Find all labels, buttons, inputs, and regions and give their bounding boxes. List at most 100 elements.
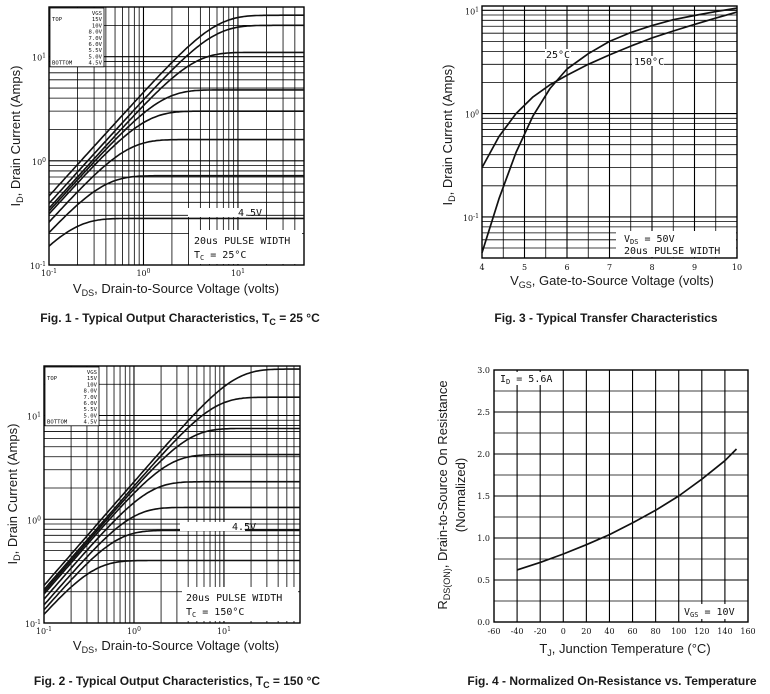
fig1-legend-entry: VGS — [92, 11, 102, 17]
fig2-y-tick-label: 10-1 — [25, 619, 41, 629]
fig4-y-tick-label: 0.0 — [477, 618, 490, 627]
fig4-x-tick-label: 80 — [651, 627, 661, 636]
fig2-legend-entry: 5.5V — [84, 407, 98, 413]
fig1-series-70v — [48, 89, 304, 212]
fig2-series-60v — [43, 480, 300, 600]
fig3-x-tick-label: 7 — [607, 263, 612, 272]
fig1-series-45v — [48, 217, 304, 247]
fig2-series-50v — [43, 529, 300, 611]
fig4: -60 -40 -20 0 20 40 60 80 100 120 140 160 0.0 0.5 1.0 1… — [435, 366, 757, 688]
fig1-curve-label-bg — [188, 208, 248, 217]
fig2-note-1: 20us PULSE WIDTH — [186, 593, 282, 604]
fig1-curve-label: 4.5V — [238, 208, 262, 219]
fig2-xlabel: VDS, Drain-to-Source Voltage (volts) — [73, 638, 279, 655]
fig1-legend-entry: 7.0V — [89, 36, 103, 42]
fig4-plot-area: -60 -40 -20 0 20 40 60 80 100 120 140 160 0.0 0.5 1.0 1… — [477, 366, 755, 636]
fig1-y-tick-label: 100 — [32, 157, 46, 167]
fig1-legend-entry: 4.5V — [89, 61, 103, 67]
fig3-note-2: 20us PULSE WIDTH — [624, 246, 720, 257]
fig4-x-tick-label: 120 — [694, 627, 709, 636]
fig3-label-150-bg — [632, 56, 664, 66]
fig2-legend-entry: 6.0V — [84, 401, 98, 407]
fig1-legend-entry: 5.0V — [89, 54, 103, 60]
fig1-x-tick-label: 100 — [136, 268, 150, 278]
fig2-legend-entry: VGS — [87, 370, 97, 376]
fig1-legend-tag: TOP — [52, 17, 63, 23]
fig1-series-50v — [48, 174, 304, 234]
fig2-ylabel: ID, Drain Current (Amps) — [5, 424, 22, 565]
fig3-caption: Fig. 3 - Typical Transfer Characteristic… — [494, 311, 718, 325]
fig1-note-1: 20us PULSE WIDTH — [194, 236, 290, 247]
fig3-series-label-25c: 25°C — [546, 50, 570, 61]
fig3-x-tick-label: 10 — [732, 263, 742, 272]
fig4-ylabel: RDS(ON), Drain-to-Source On Resistance — [435, 380, 452, 609]
fig1-caption: Fig. 1 - Typical Output Characteristics,… — [40, 311, 320, 327]
fig1-legend-entry: 8.0V — [89, 30, 103, 36]
fig2-x-tick-label: 100 — [127, 626, 141, 636]
fig1-legend-entry: 5.5V — [89, 48, 103, 54]
fig2-legend-entry: 7.0V — [84, 395, 98, 401]
fig4-x-tick-label: -20 — [534, 627, 547, 636]
fig1-series-15v — [48, 14, 304, 197]
fig3-x-tick-label: 4 — [479, 263, 484, 272]
fig4-x-tick-label: 40 — [604, 627, 614, 636]
fig4-x-tick-label: 20 — [581, 627, 591, 636]
fig1-note-2: TC = 25°C — [194, 250, 246, 262]
fig4-note-1: ID = 5.6A — [500, 374, 552, 386]
fig4-y-tick-label: 0.5 — [477, 576, 490, 585]
fig2-series-70v — [43, 453, 300, 595]
fig2-series-15v — [43, 368, 300, 587]
fig3-x-tick-label: 6 — [564, 263, 569, 272]
fig2-caption: Fig. 2 - Typical Output Characteristics,… — [34, 674, 320, 690]
fig1-legend-box — [49, 7, 105, 68]
fig1-legend-entry: 15V — [92, 17, 103, 23]
fig2: 10-1 100 101 10-1 100 101 VGS TOP 15V10V8.0V7.0… — [5, 365, 320, 690]
fig4-x-tick-label: 100 — [671, 627, 686, 636]
fig1-legend-entry: 10V — [92, 23, 103, 29]
fig2-series-55v — [43, 506, 300, 606]
fig2-legend-entry: 15V — [87, 376, 98, 382]
fig2-legend-box — [44, 366, 100, 427]
fig2-legend-entry: 10V — [87, 382, 98, 388]
fig4-y-tick-label: 1.0 — [477, 534, 490, 543]
fig1-y-tick-label: 101 — [32, 53, 46, 63]
fig3-x-tick-label: 5 — [522, 263, 527, 272]
fig4-x-tick-label: 60 — [627, 627, 637, 636]
fig1-y-tick-label: 10-1 — [30, 261, 46, 271]
fig1-x-tick-label: 101 — [231, 268, 245, 278]
fig4-y-tick-label: 2.0 — [477, 450, 490, 459]
fig2-plot-area: 10-1 100 101 10-1 100 101 VGS TOP 15V10V8.0V7.0… — [25, 365, 301, 636]
fig2-x-tick-label: 101 — [217, 626, 231, 636]
fig3-series-150c — [481, 11, 738, 169]
fig2-y-tick-label: 101 — [27, 412, 41, 422]
fig4-x-tick-label: -60 — [488, 627, 501, 636]
fig2-note-2: TC = 150°C — [186, 607, 244, 619]
fig3-plot-area: 4 5 6 7 8 9 10 10-1 100 101 VDS = 50V 20us PULSE … — [463, 5, 742, 272]
fig3: 4 5 6 7 8 9 10 10-1 100 101 VDS = 50V 20us PULSE … — [440, 5, 742, 325]
fig1-frame — [48, 6, 305, 266]
fig3-y-tick-label: 100 — [465, 110, 479, 120]
fig4-y-tick-label: 2.5 — [477, 408, 490, 417]
fig4-x-tick-label: 160 — [740, 627, 755, 636]
fig3-y-tick-label: 101 — [465, 6, 479, 16]
fig3-ylabel: ID, Drain Current (Amps) — [440, 65, 457, 206]
fig3-x-tick-label: 8 — [649, 263, 654, 272]
fig2-frame — [43, 365, 301, 624]
fig3-label-25-bg — [545, 49, 571, 59]
fig2-note-bg — [182, 587, 298, 621]
fig1-legend-entry: 6.0V — [89, 42, 103, 48]
fig3-xlabel: VGS, Gate-to-Source Voltage (volts) — [510, 273, 714, 290]
fig4-x-tick-label: 140 — [717, 627, 732, 636]
fig3-x-tick-label: 9 — [692, 263, 697, 272]
fig1-series-10v — [48, 24, 304, 204]
fig2-y-tick-label: 100 — [27, 515, 41, 525]
fig2-legend-tag: TOP — [47, 376, 58, 382]
fig1-legend-tag: BOTTOM — [52, 61, 73, 67]
fig4-xlabel: TJ, Junction Temperature (°C) — [539, 641, 710, 658]
fig1-series-80v — [48, 51, 304, 209]
fig3-y-tick-label: 10-1 — [463, 213, 479, 223]
fig4-ylabel-2: (Normalized) — [453, 458, 468, 532]
fig4-caption: Fig. 4 - Normalized On-Resistance vs. Te… — [467, 674, 757, 688]
